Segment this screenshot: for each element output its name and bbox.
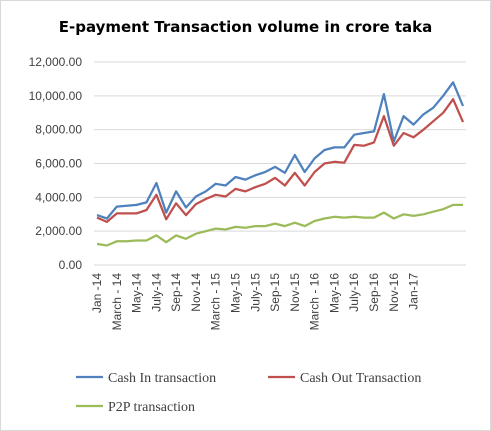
legend-label: P2P transaction [108,400,195,415]
x-tick-label: Jan -14 [90,273,104,313]
x-tick-label: March - 16 [308,273,322,331]
chart-title: E-payment Transaction volume in crore ta… [58,18,433,36]
series-line-2 [96,98,465,224]
x-tick-label: Sep-14 [169,273,183,312]
series-line-3 [96,203,463,247]
x-tick-label: Sep-15 [268,273,282,312]
x-tick-label: July-16 [347,273,361,312]
x-tick-label: Nov-14 [189,273,203,312]
x-tick-label: March - 15 [209,273,223,331]
y-tick-label: 6,000.00 [35,157,82,171]
y-tick-label: 0.00 [59,258,83,272]
y-axis-ticks: 0.00 2,000.00 4,000.00 6,000.00 8,000.00 10,0… [29,55,83,272]
x-tick-label: July-15 [248,273,262,312]
series-line-1 [96,81,465,220]
legend: Cash In transaction Cash Out Transaction P… [76,371,421,415]
x-tick-label: Nov-15 [288,273,302,312]
y-tick-label: 8,000.00 [35,123,82,137]
x-tick-label: July-14 [149,273,163,312]
legend-label: Cash In transaction [108,371,216,386]
legend-label: Cash Out Transaction [300,371,421,386]
x-tick-label: May-14 [130,273,144,313]
x-axis-ticks: Jan -14 March - 14 May-14 July-14 Sep-14 Nov-… [90,273,421,331]
x-tick-label: May-15 [228,273,242,313]
x-tick-label: Sep-16 [367,273,381,312]
x-tick-label: Jan-17 [407,273,421,310]
x-tick-label: March - 14 [110,273,124,331]
y-tick-label: 2,000.00 [35,224,82,238]
y-tick-label: 12,000.00 [29,55,83,69]
y-tick-label: 4,000.00 [35,190,82,204]
y-tick-label: 10,000.00 [29,89,83,103]
x-tick-label: Nov-16 [387,273,401,312]
gridlines [94,61,466,266]
series-lines [96,81,465,247]
x-tick-label: May-16 [327,273,341,313]
